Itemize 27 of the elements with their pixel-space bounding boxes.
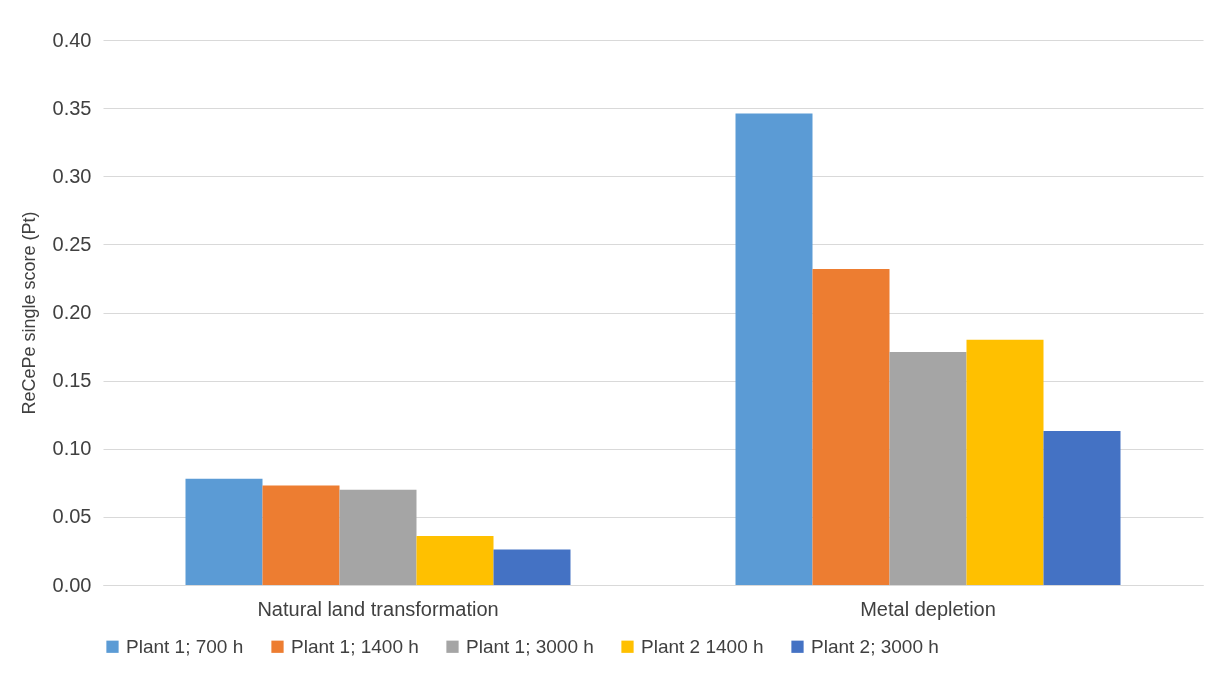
y-tick-label: 0.15	[52, 369, 92, 392]
y-tick-label: 0.00	[52, 573, 92, 596]
bar	[1043, 431, 1121, 585]
y-tick-label: 0.10	[52, 437, 92, 460]
bar	[493, 549, 571, 585]
y-tick-label: 0.20	[52, 301, 92, 323]
y-axis-title: ReCePe single score (Pt)	[18, 211, 39, 415]
bar	[735, 113, 813, 585]
legend-label: Plant 2 1400 h	[641, 635, 764, 657]
y-tick-label: 0.05	[52, 505, 92, 528]
y-tick-label: 0.25	[52, 232, 92, 255]
bar	[185, 478, 263, 585]
x-tick-label: Natural land transformation	[257, 597, 499, 620]
bar	[966, 339, 1044, 585]
legend-label: Plant 1; 1400 h	[291, 635, 419, 657]
y-tick-label: 0.35	[52, 96, 92, 119]
y-tick-label: 0.40	[52, 28, 92, 51]
bar	[262, 485, 340, 585]
bar	[812, 268, 890, 585]
legend-label: Plant 1; 700 h	[126, 635, 244, 657]
legend-label: Plant 2; 3000 h	[811, 635, 939, 657]
x-tick-label: Metal depletion	[860, 597, 996, 620]
y-tick-label: 0.30	[52, 164, 92, 187]
bar	[416, 535, 494, 585]
legend-label: Plant 1; 3000 h	[466, 635, 594, 657]
bar	[889, 352, 967, 585]
bar	[339, 489, 417, 585]
